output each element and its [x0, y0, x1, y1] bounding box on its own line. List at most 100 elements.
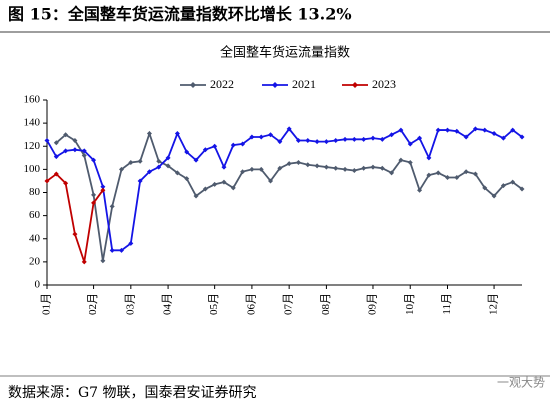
point: [417, 135, 423, 141]
point: [193, 193, 199, 199]
point: [184, 149, 190, 155]
point: [444, 127, 450, 133]
point: [295, 159, 301, 165]
point: [109, 247, 115, 253]
point: [323, 164, 329, 170]
legend-marker: [352, 82, 358, 88]
legend-label: 2021: [292, 77, 316, 91]
point: [510, 179, 516, 185]
y-tick-label: 0: [35, 279, 41, 291]
point: [72, 231, 78, 237]
x-tick-label: 07月: [283, 293, 295, 315]
point: [305, 137, 311, 143]
point: [389, 170, 395, 176]
point: [286, 126, 292, 132]
point: [193, 157, 199, 163]
point: [500, 183, 506, 189]
point: [482, 185, 488, 191]
x-tick-label: 05月: [208, 293, 220, 315]
point: [472, 171, 478, 177]
point: [333, 165, 339, 171]
point: [44, 137, 50, 143]
point: [417, 187, 423, 193]
point: [221, 179, 227, 185]
point: [286, 161, 292, 167]
x-tick-label: 02月: [87, 293, 99, 315]
point: [463, 134, 469, 140]
series-line: [46, 172, 104, 263]
point: [91, 157, 97, 163]
point: [174, 170, 180, 176]
point: [277, 139, 283, 145]
point: [258, 134, 264, 140]
x-tick-label: 12月: [488, 293, 500, 315]
source: 数据来源：G7 物联，国泰君安证券研究: [8, 385, 257, 401]
y-tick-label: 100: [24, 163, 41, 175]
point: [240, 169, 246, 175]
point: [174, 131, 180, 137]
point: [72, 137, 78, 143]
point: [398, 157, 404, 163]
point: [212, 143, 218, 149]
legend-label: 2022: [210, 77, 234, 91]
point: [249, 134, 255, 140]
point: [351, 136, 357, 142]
chart-title: 全国整车货运流量指数: [220, 45, 350, 61]
point: [351, 168, 357, 174]
point: [444, 174, 450, 180]
y-tick-label: 160: [24, 94, 41, 106]
watermark: 一观大势: [497, 376, 545, 390]
point: [146, 169, 152, 175]
x-tick-label: 09月: [367, 293, 379, 315]
point: [156, 158, 162, 164]
point: [100, 187, 106, 193]
point: [435, 127, 441, 133]
point: [165, 163, 171, 169]
point: [426, 172, 432, 178]
point: [379, 136, 385, 142]
point: [323, 139, 329, 145]
point: [230, 142, 236, 148]
point: [491, 131, 497, 137]
point: [44, 178, 50, 184]
point: [295, 137, 301, 143]
point: [342, 136, 348, 142]
x-tick-label: 06月: [245, 293, 257, 315]
point: [500, 135, 506, 141]
point: [53, 140, 59, 146]
point: [426, 155, 432, 161]
point: [63, 180, 69, 186]
point: [519, 134, 525, 140]
point: [119, 166, 125, 172]
x-tick-label: 11月: [441, 293, 453, 315]
legend-marker: [272, 82, 278, 88]
point: [314, 139, 320, 145]
point: [230, 185, 236, 191]
point: [109, 203, 115, 209]
point: [100, 184, 106, 190]
point: [407, 141, 413, 147]
series-line: [46, 127, 523, 252]
x-tick-label: 08月: [320, 293, 332, 315]
point: [463, 169, 469, 175]
y-tick-label: 20: [29, 255, 41, 267]
point: [100, 258, 106, 264]
point: [333, 137, 339, 143]
point: [137, 158, 143, 164]
legend-label: 2023: [372, 77, 396, 91]
legend-marker: [190, 82, 196, 88]
point: [361, 136, 367, 142]
point: [221, 164, 227, 170]
point: [249, 166, 255, 172]
point: [491, 193, 497, 199]
point: [81, 153, 87, 158]
point: [202, 147, 208, 153]
point: [342, 166, 348, 172]
y-tick-label: 120: [24, 140, 41, 152]
point: [128, 159, 134, 165]
point: [519, 186, 525, 192]
point: [165, 155, 171, 161]
point: [314, 163, 320, 169]
point: [202, 186, 208, 192]
